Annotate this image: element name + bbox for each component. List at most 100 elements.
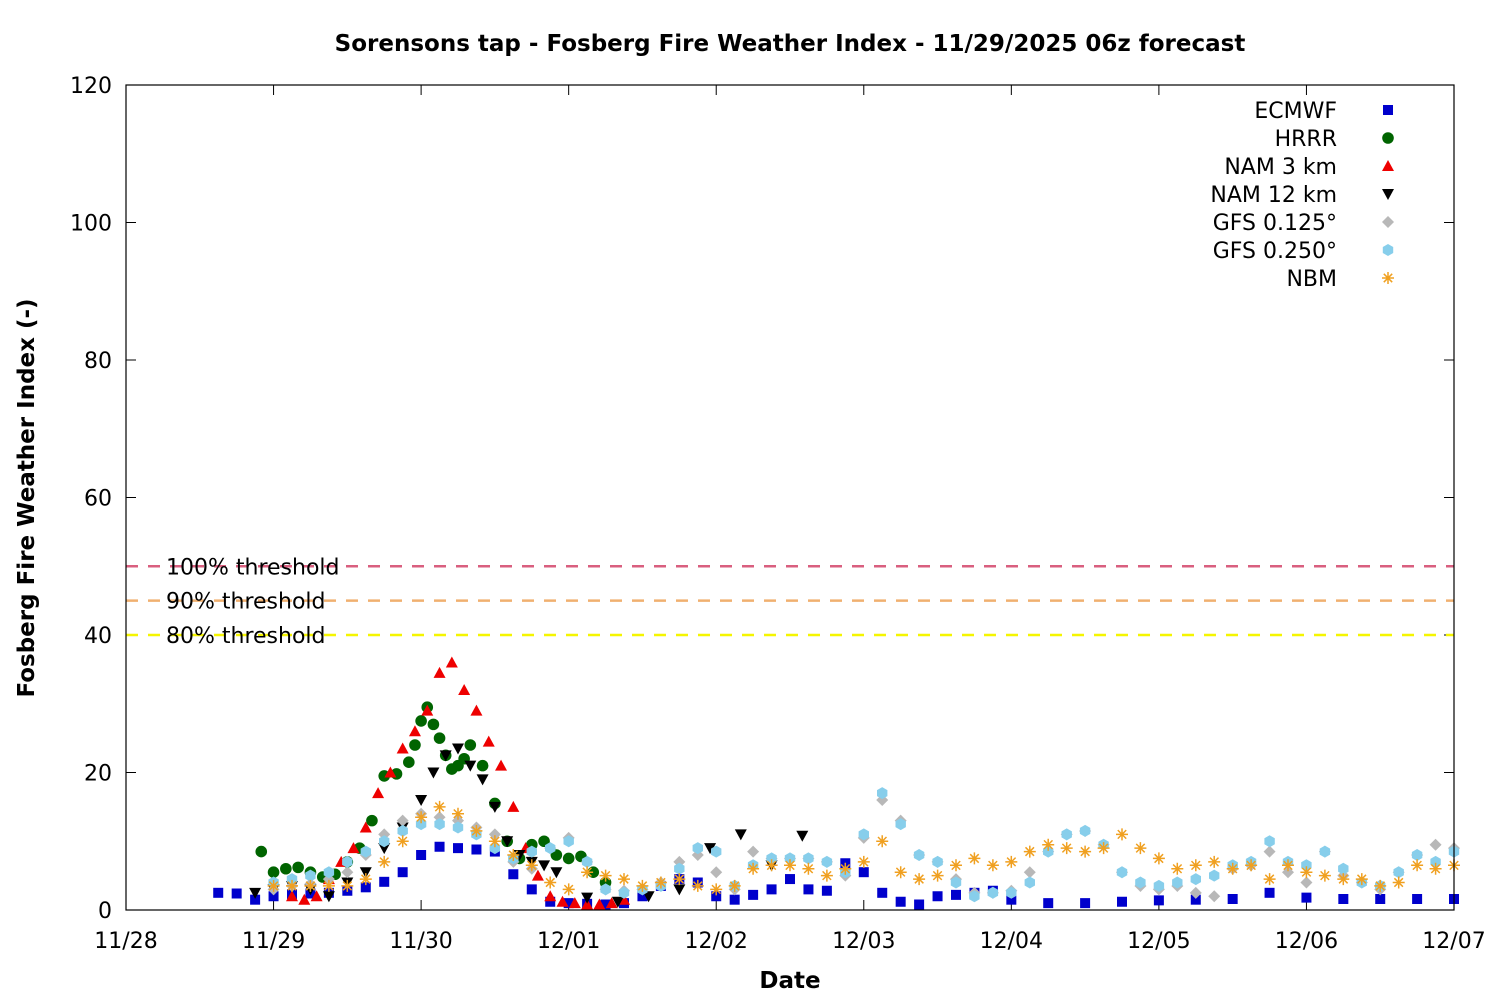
data-point-gfs-0-250 xyxy=(1430,855,1441,868)
data-point-ecmwf xyxy=(1190,894,1201,905)
data-point-nbm xyxy=(765,859,778,872)
data-point-ecmwf xyxy=(858,867,869,878)
data-point-nbm xyxy=(950,859,962,872)
data-point-ecmwf xyxy=(1301,892,1312,903)
series-gfs-0-250 xyxy=(268,787,1460,903)
data-point-gfs-0-125 xyxy=(747,845,760,858)
legend-label-nam-3-km: NAM 3 km xyxy=(1224,155,1337,180)
data-point-ecmwf xyxy=(1117,896,1127,907)
data-point-gfs-0-250 xyxy=(545,842,556,855)
data-point-gfs-0-250 xyxy=(969,890,980,903)
data-point-ecmwf xyxy=(563,898,574,909)
data-point-nbm xyxy=(728,879,741,892)
data-point-ecmwf xyxy=(600,899,611,910)
legend-marker-hrrr xyxy=(1382,132,1394,144)
data-point-nbm xyxy=(784,859,796,872)
data-point-ecmwf xyxy=(785,874,795,885)
legend-label-gfs-0-250: GFS 0.250° xyxy=(1213,239,1337,264)
data-point-nbm xyxy=(488,835,501,848)
data-point-nbm xyxy=(968,852,981,865)
data-point-nam-12-km xyxy=(581,892,594,904)
legend-label-gfs-0-125: GFS 0.125° xyxy=(1213,211,1337,236)
x-tick-label: 11/28 xyxy=(94,929,157,954)
data-point-gfs-0-125 xyxy=(1023,866,1036,879)
chart-title: Sorensons tap - Fosberg Fire Weather Ind… xyxy=(335,31,1246,57)
y-tick-label: 80 xyxy=(84,349,112,374)
data-point-gfs-0-250 xyxy=(360,845,371,858)
data-point-gfs-0-250 xyxy=(286,873,298,886)
data-point-hrrr xyxy=(427,718,440,731)
data-point-gfs-0-250 xyxy=(692,842,703,855)
x-tick-label: 12/02 xyxy=(685,929,748,954)
data-point-nbm xyxy=(286,879,298,892)
data-point-nam-3-km xyxy=(556,895,569,907)
data-point-ecmwf xyxy=(877,887,888,898)
data-point-nam-3-km xyxy=(482,735,495,747)
data-point-gfs-0-250 xyxy=(1006,886,1017,899)
data-point-nbm xyxy=(636,879,649,892)
data-point-nam-3-km xyxy=(396,742,409,754)
data-points xyxy=(213,656,1460,910)
data-point-nam-12-km xyxy=(359,867,372,879)
data-point-nbm xyxy=(525,859,538,872)
data-point-nam-3-km xyxy=(433,666,446,678)
data-point-nbm xyxy=(433,800,446,813)
data-point-nbm xyxy=(1097,842,1110,855)
data-point-nam-12-km xyxy=(550,867,563,879)
data-point-gfs-0-250 xyxy=(858,828,869,841)
series-gfs-0-125 xyxy=(267,794,1460,903)
data-point-nam-12-km xyxy=(642,891,655,903)
data-point-gfs-0-250 xyxy=(1024,876,1035,889)
data-point-nbm xyxy=(618,873,630,886)
data-point-nam-3-km xyxy=(531,869,544,881)
data-point-nam-3-km xyxy=(568,897,581,909)
data-point-nbm xyxy=(931,869,944,882)
x-tick-label: 12/03 xyxy=(832,929,895,954)
data-point-nam-3-km xyxy=(347,842,360,854)
data-point-nbm xyxy=(654,876,667,889)
data-point-ecmwf xyxy=(508,869,519,880)
data-point-nbm xyxy=(599,869,612,882)
x-tick-label: 12/07 xyxy=(1422,929,1485,954)
data-point-gfs-0-250 xyxy=(1338,862,1349,875)
data-point-gfs-0-125 xyxy=(1263,845,1276,858)
y-axis-label: Fosberg Fire Weather Index (-) xyxy=(14,298,40,697)
data-point-nbm xyxy=(1392,876,1405,889)
data-point-gfs-0-250 xyxy=(913,849,925,861)
legend-label-nbm: NBM xyxy=(1286,267,1337,292)
data-point-nam-3-km xyxy=(445,656,458,668)
y-tick-label: 60 xyxy=(84,487,112,512)
data-point-nbm xyxy=(747,862,760,875)
data-point-nbm xyxy=(581,866,594,879)
data-point-gfs-0-250 xyxy=(1135,876,1146,889)
data-point-nbm xyxy=(1005,855,1018,868)
data-point-nam-12-km xyxy=(378,843,391,855)
legend-marker-nam-12-km xyxy=(1382,189,1394,200)
data-point-ecmwf xyxy=(821,885,832,896)
data-point-nbm xyxy=(415,811,428,824)
data-point-nbm xyxy=(1411,859,1424,872)
data-point-nbm xyxy=(470,824,483,837)
data-point-nam-12-km xyxy=(538,860,551,872)
x-tick-label: 12/04 xyxy=(980,929,1043,954)
axis-ticks: 0 20 40 60 80 100 120 11/28 11/29 11/30 12/01 12/02… xyxy=(70,74,1486,954)
data-point-nam-12-km xyxy=(476,774,489,786)
data-point-gfs-0-250 xyxy=(600,883,611,896)
data-point-ecmwf xyxy=(1043,898,1054,909)
data-point-nbm xyxy=(894,866,907,879)
data-point-gfs-0-250 xyxy=(526,845,537,858)
data-point-nam-3-km xyxy=(470,704,483,716)
data-point-hrrr xyxy=(280,862,292,875)
data-point-gfs-0-250 xyxy=(1116,866,1128,879)
data-point-nbm xyxy=(820,869,833,882)
threshold-lines: 100% threshold 90% threshold 80% threshold xyxy=(126,555,1454,649)
data-point-gfs-0-250 xyxy=(1319,845,1331,858)
data-point-nam-3-km xyxy=(421,704,434,716)
data-point-gfs-0-250 xyxy=(452,821,464,834)
data-point-gfs-0-250 xyxy=(1043,845,1054,858)
data-point-gfs-0-250 xyxy=(932,855,943,868)
data-point-nam-12-km xyxy=(704,843,717,855)
data-point-gfs-0-250 xyxy=(1393,866,1404,879)
legend-label-hrrr: HRRR xyxy=(1275,127,1337,152)
threshold-label: 100% threshold xyxy=(166,555,340,580)
